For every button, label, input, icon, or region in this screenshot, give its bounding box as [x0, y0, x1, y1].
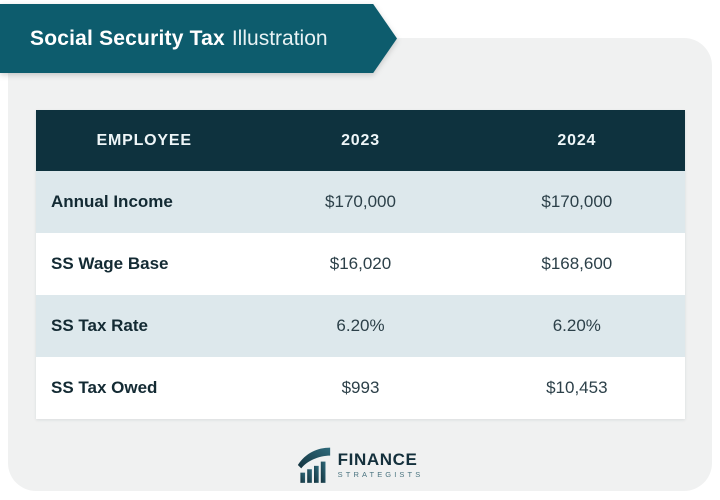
- row-label: SS Tax Rate: [51, 316, 149, 335]
- row-label: SS Wage Base: [51, 254, 169, 273]
- table-row-ss-tax-rate: SS Tax Rate 6.20% 6.20%: [36, 295, 685, 357]
- table-header-row: EMPLOYEE 2023 2024: [36, 110, 685, 171]
- tax-comparison-table: EMPLOYEE 2023 2024 Annual Income $170,00…: [36, 110, 685, 419]
- table-row-annual-income: Annual Income $170,000 $170,000: [36, 171, 685, 233]
- value-2023: $16,020: [329, 254, 392, 273]
- value-2024: $170,000: [541, 192, 613, 211]
- page-subtitle: Illustration: [231, 26, 328, 50]
- value-2023: $993: [341, 378, 380, 397]
- value-2024: $10,453: [546, 378, 608, 397]
- column-header-2024: 2024: [557, 131, 597, 149]
- brand-name-primary: FINANCE: [337, 450, 418, 470]
- table-row-ss-tax-owed: SS Tax Owed $993 $10,453: [36, 357, 685, 419]
- row-label: SS Tax Owed: [51, 378, 158, 397]
- growth-bars-swoosh-icon: [297, 446, 331, 484]
- value-2023: $170,000: [325, 192, 396, 211]
- column-header-employee: EMPLOYEE: [96, 131, 192, 149]
- row-label: Annual Income: [51, 192, 173, 211]
- value-2023: 6.20%: [336, 316, 385, 335]
- brand-name-secondary: STRATEGISTS: [337, 470, 424, 480]
- logo-wordmark: FINANCE STRATEGISTS: [338, 451, 424, 479]
- table-row-ss-wage-base: SS Wage Base $16,020 $168,600: [36, 233, 685, 295]
- column-header-2023: 2023: [341, 131, 380, 149]
- value-2024: 6.20%: [552, 316, 601, 335]
- title-banner: Social Security Tax Illustration: [0, 4, 397, 73]
- finance-strategists-logo: FINANCE STRATEGISTS: [0, 446, 720, 484]
- value-2024: $168,600: [541, 254, 613, 273]
- page-title: Social Security Tax: [30, 26, 225, 50]
- title-banner-shape: Social Security Tax Illustration: [0, 4, 397, 73]
